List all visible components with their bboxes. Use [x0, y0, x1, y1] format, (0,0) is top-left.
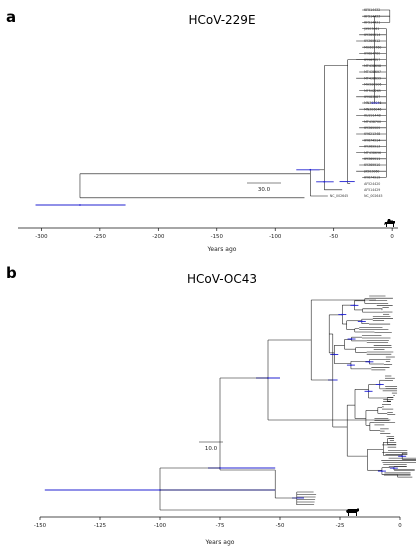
node-point	[323, 180, 326, 183]
camel-icon	[384, 219, 395, 227]
panel-b-oc43: b HCoV-OC43 Years ago -150 -125 -100 -75 -50…	[6, 264, 416, 546]
axis-b-tick-label: -125	[94, 523, 106, 529]
tip-label: NC_002645	[364, 194, 382, 198]
axis-a-tick-label: -250	[94, 234, 107, 240]
node-point	[392, 467, 395, 470]
scale-bar-a: 30.0	[247, 182, 281, 193]
node-point	[350, 364, 352, 367]
axis-b-tick-label: -50	[276, 523, 285, 529]
axis-b-tick-label: -75	[216, 523, 225, 529]
axis-b-tick-label: -25	[336, 523, 345, 529]
node-point	[368, 360, 371, 363]
panel-b-title: HCoV-OC43	[187, 272, 257, 286]
tip-label: AF514429	[364, 188, 380, 192]
axis-b-tick-label: -150	[34, 523, 47, 529]
axis-a-tick-label: 0	[390, 234, 394, 240]
axis-a-label: Years ago	[207, 246, 237, 253]
node-point	[79, 204, 81, 206]
panel-b-letter: b	[6, 264, 17, 282]
node-point	[353, 304, 356, 307]
node-point	[367, 390, 370, 393]
node-point	[341, 313, 344, 316]
node-point	[381, 470, 383, 472]
tip-label-outgroup: NC_002645	[330, 194, 348, 198]
node-point	[378, 383, 381, 386]
axis-a-tick-label: -150	[211, 234, 224, 240]
axis-b-tick-label: -100	[154, 523, 167, 529]
scale-bar-b: 10.0	[199, 441, 223, 452]
axis-a-tick-label: -100	[269, 234, 282, 240]
axis-oc43: Years ago -150 -125 -100 -75 -50 -25 0	[34, 516, 402, 546]
panel-a-letter: a	[6, 8, 16, 26]
axis-a-tick-label: -50	[329, 234, 338, 240]
tree-229e: KF514432KF514433KF514431JX503061KY369914…	[35, 8, 391, 206]
axis-b-label: Years ago	[205, 539, 235, 546]
axis-229e: Years ago -300 -250 -200 -150 -100 -50 0	[18, 227, 398, 253]
node-point	[360, 320, 363, 323]
node-point	[401, 455, 404, 458]
scale-bar-b-label: 10.0	[205, 446, 218, 452]
scale-bar-a-label: 30.0	[258, 187, 271, 193]
cow-icon	[346, 508, 359, 516]
node-point	[350, 338, 353, 340]
panel-a-229e: a HCoV-229E KF514432KF514433KF514431JX50…	[6, 8, 398, 253]
panel-a-title: HCoV-229E	[188, 13, 255, 27]
tip-label: AF524420	[364, 182, 380, 186]
axis-a-tick-label: -200	[152, 234, 165, 240]
node-point	[333, 353, 336, 356]
tree-oc43	[44, 295, 416, 511]
axis-b-tick-label: 0	[398, 523, 402, 529]
axis-a-tick-label: -300	[35, 234, 48, 240]
node-point	[309, 168, 312, 171]
